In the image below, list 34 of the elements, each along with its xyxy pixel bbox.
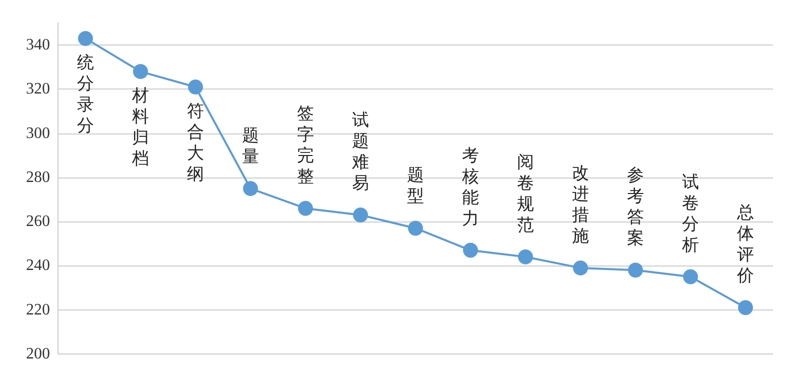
- x-tick-label: 改进措施: [572, 163, 589, 246]
- y-tick-label: 260: [26, 213, 50, 230]
- point: [463, 242, 478, 258]
- x-tick-label: 题型: [407, 166, 424, 206]
- point: [518, 249, 533, 264]
- y-tick-label: 280: [26, 168, 50, 186]
- x-tick-label: 符合大纲: [187, 101, 204, 184]
- point: [683, 269, 698, 284]
- x-tick-label: 阅卷规范: [517, 152, 534, 234]
- x-tick-label: 总体评价: [736, 203, 754, 286]
- point: [133, 64, 148, 80]
- point: [243, 181, 258, 196]
- point: [628, 262, 643, 278]
- point: [408, 220, 423, 236]
- point: [78, 30, 93, 46]
- x-tick-label: 试题难易: [351, 110, 369, 192]
- x-tick-label: 签字完整: [297, 104, 314, 186]
- x-tick-label: 题量: [242, 126, 259, 166]
- x-tick-label: 材料归档: [131, 86, 149, 168]
- y-tick-label: 240: [26, 257, 50, 274]
- point: [298, 200, 313, 216]
- point: [738, 300, 753, 316]
- point: [188, 79, 203, 94]
- y-tick-label: 220: [26, 301, 50, 318]
- y-tick-label: 340: [26, 36, 50, 54]
- point: [353, 207, 368, 222]
- y-tick-label: 300: [26, 124, 50, 142]
- point: [573, 260, 588, 276]
- y-tick-label: 320: [26, 80, 50, 98]
- x-tick-label: 统分录分: [77, 52, 94, 135]
- y-tick-label: 200: [26, 346, 50, 362]
- x-tick-label: 考核能力: [461, 146, 479, 228]
- x-tick-label: 试卷分析: [681, 172, 699, 254]
- x-tick-label: 参考答案: [627, 166, 644, 248]
